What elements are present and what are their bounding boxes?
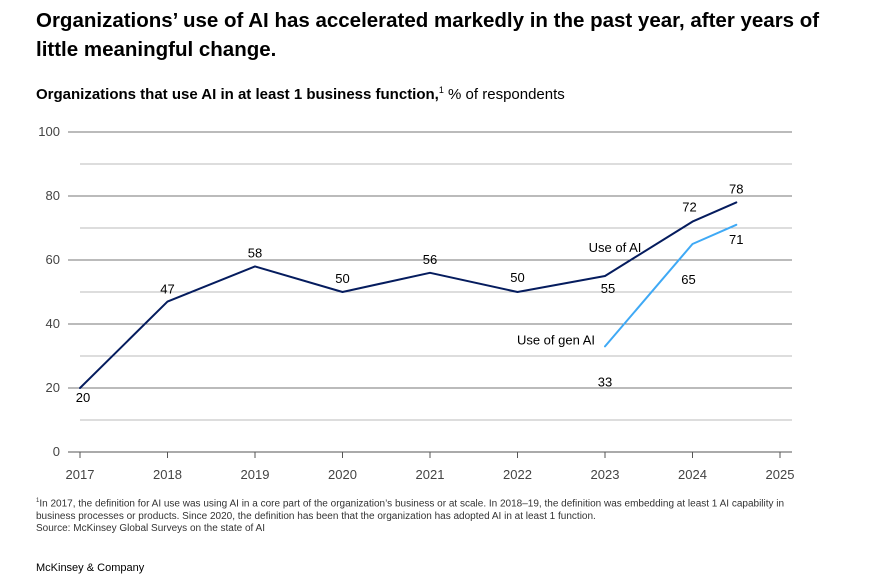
subtitle-unit: % of respondents <box>448 86 565 103</box>
x-tick-label: 2024 <box>678 467 707 482</box>
x-tick-label: 2020 <box>328 467 357 482</box>
use-of-gen-ai-data-label: 71 <box>729 232 743 247</box>
y-tick-label: 60 <box>46 252 60 267</box>
subtitle-text: Organizations that use AI in at least 1 … <box>36 86 439 103</box>
use-of-gen-ai-data-label: 33 <box>598 374 612 389</box>
use-of-ai-series-label: Use of AI <box>589 240 642 255</box>
y-tick-label: 20 <box>46 380 60 395</box>
use-of-ai-data-label: 50 <box>335 271 349 286</box>
footnote-definition-marker: 1 <box>36 498 40 504</box>
footnote: 1In 2017, the definition for AI use was … <box>36 495 816 536</box>
x-tick-label: 2021 <box>416 467 445 482</box>
y-tick-label: 100 <box>38 124 60 139</box>
use-of-ai-data-label: 78 <box>729 181 743 196</box>
use-of-gen-ai-data-label: 65 <box>681 272 695 287</box>
chart-subtitle: Organizations that use AI in at least 1 … <box>36 85 565 103</box>
line-chart: 0 20 40 60 80 100 2017 2018 2019 2020 2021 2022 2023… <box>38 124 795 482</box>
use-of-ai-data-label: 72 <box>682 200 696 215</box>
footnote-definition-text: In 2017, the definition for AI use was u… <box>36 498 785 522</box>
use-of-ai-data-label: 50 <box>510 270 524 285</box>
use-of-ai-line <box>79 201 738 389</box>
y-tick-label: 40 <box>46 316 60 331</box>
use-of-ai-data-label: 55 <box>601 281 615 296</box>
use-of-gen-ai-series-label: Use of gen AI <box>517 332 595 347</box>
use-of-ai-data-label: 58 <box>248 245 262 260</box>
footnote-definition: 1In 2017, the definition for AI use was … <box>36 495 816 523</box>
use-of-gen-ai-line <box>604 223 738 348</box>
x-tick-label: 2022 <box>503 467 532 482</box>
footnote-source: Source: McKinsey Global Surveys on the s… <box>36 523 266 535</box>
footnote-marker: 1 <box>438 85 444 95</box>
x-tick-label: 2018 <box>153 467 182 482</box>
use-of-ai-data-label: 20 <box>76 390 90 405</box>
x-tick-label: 2025 <box>766 467 795 482</box>
x-tick-label: 2017 <box>66 467 95 482</box>
chart-headline: Organizations’ use of AI has accelerated… <box>36 9 820 61</box>
y-tick-label: 80 <box>46 188 60 203</box>
x-tick-label: 2023 <box>591 467 620 482</box>
use-of-ai-data-label: 47 <box>160 282 174 297</box>
brand-name: McKinsey & Company <box>36 562 145 574</box>
x-tick-label: 2019 <box>241 467 270 482</box>
use-of-ai-data-label: 56 <box>423 252 437 267</box>
y-tick-label: 0 <box>53 444 60 459</box>
